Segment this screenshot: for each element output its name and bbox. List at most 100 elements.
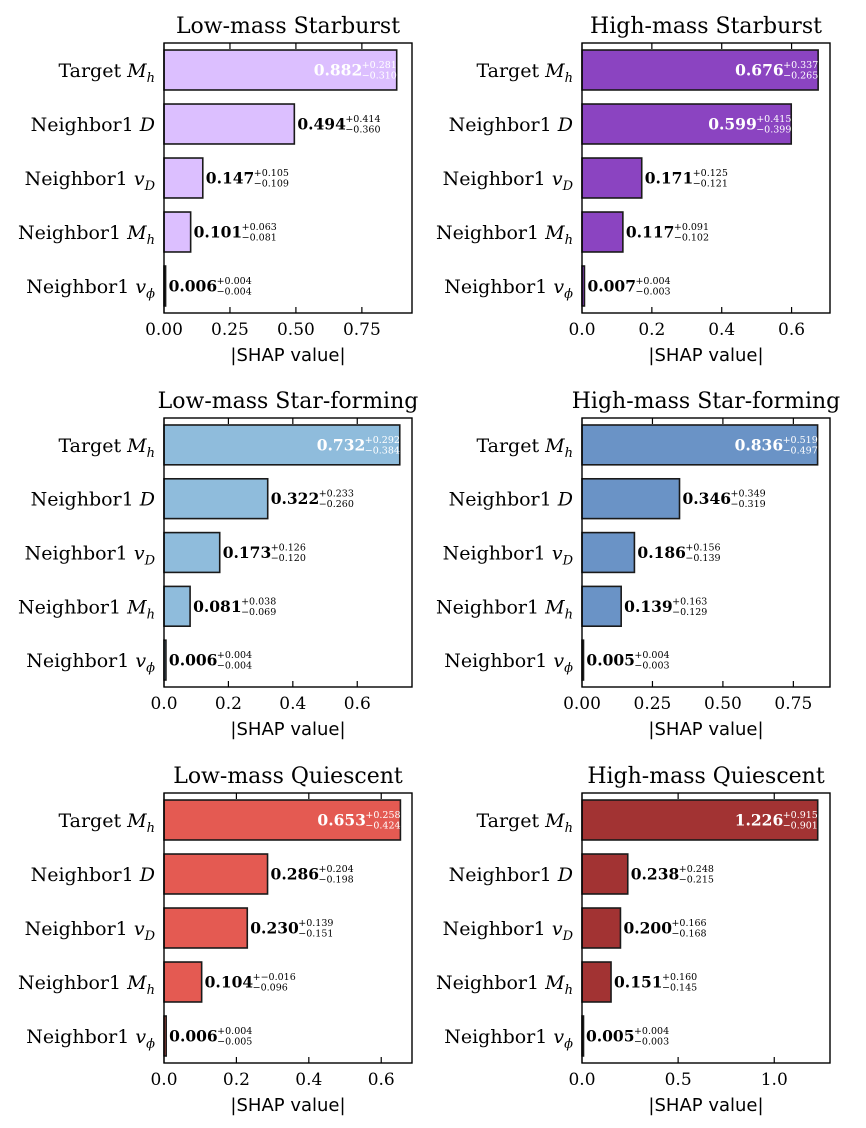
bar-error-minus: −0.004: [217, 661, 252, 672]
bar-value-label: 0.005: [586, 651, 635, 670]
bar-error-plus: +0.160: [662, 972, 697, 983]
bar-error-minus: −0.215: [679, 875, 714, 886]
x-tick-label: 0.4: [708, 320, 735, 340]
bar: [163, 211, 192, 253]
bar-value-label: 0.151: [614, 973, 663, 992]
x-tick-label: 0.00: [145, 320, 183, 340]
x-tick-label: 0.25: [211, 320, 249, 340]
bar-error-plus: +0.004: [217, 650, 252, 661]
bar-error-plus: +0.004: [217, 276, 252, 287]
x-tick-label: 1.0: [761, 1070, 788, 1090]
bar-error-minus: −0.319: [731, 499, 766, 510]
bar-error-minus: −0.151: [298, 929, 333, 940]
bar-value-label: 0.006: [169, 651, 218, 670]
bar-error-plus: +0.248: [679, 864, 714, 875]
chart-title: High-mass Quiescent: [587, 764, 825, 789]
bar-error-minus: −0.109: [254, 179, 289, 190]
x-tick-label: 0.2: [223, 1070, 250, 1090]
plot-frame: [581, 792, 831, 1064]
bar-error-plus: +0.292: [365, 435, 400, 446]
bar-value-label: 0.007: [587, 277, 636, 296]
category-label: Neighbor1 Mh: [436, 222, 573, 248]
bar: [581, 157, 643, 199]
bar-error-plus: +−0.016: [253, 972, 296, 983]
bar: [581, 49, 819, 91]
bar-error-plus: +0.349: [731, 489, 766, 500]
category-label: Neighbor1 D: [449, 864, 573, 886]
bar-error-plus: +0.091: [674, 222, 709, 233]
x-axis-label: |SHAP value|: [230, 345, 345, 366]
category-label: Neighbor1 vD: [443, 918, 574, 944]
bar: [581, 853, 629, 895]
bar: [581, 907, 622, 949]
x-tick-label: 0.4: [295, 1070, 322, 1090]
plot-frame: [163, 42, 413, 314]
category-label: Neighbor1 Mh: [18, 596, 155, 622]
bar-error-plus: +0.004: [635, 276, 670, 287]
bar: [163, 907, 249, 949]
x-tick-label: 0.4: [279, 694, 306, 714]
bar-error-minus: −0.120: [271, 553, 306, 564]
bar-value-label: 0.286: [271, 865, 320, 884]
bar: [163, 49, 398, 91]
bar-error-plus: +0.105: [254, 168, 289, 179]
x-tick-label: 0.6: [368, 1070, 395, 1090]
bar-error-plus: +0.038: [241, 596, 276, 607]
bar-value-label: 0.200: [623, 919, 672, 938]
plot-frame: [163, 417, 413, 688]
bar-error-plus: +0.139: [298, 918, 333, 929]
bar-error-minus: −0.102: [674, 233, 709, 244]
category-label: Neighbor1 vϕ: [444, 1026, 573, 1052]
category-label: Neighbor1 D: [449, 489, 573, 511]
bar-value-label: 0.732: [317, 435, 366, 454]
bar-value-label: 0.005: [586, 1027, 635, 1046]
bar-error-plus: +0.004: [217, 1026, 252, 1037]
category-label: Neighbor1 vD: [25, 918, 156, 944]
category-label: Neighbor1 D: [31, 114, 155, 136]
plot-frame: [163, 792, 413, 1064]
bar-error-minus: −0.096: [253, 983, 288, 994]
category-label: Neighbor1 D: [31, 489, 155, 511]
bar: [163, 103, 296, 145]
bar: [581, 477, 681, 520]
category-label: Neighbor1 vD: [25, 168, 156, 194]
bar-error-plus: +0.163: [672, 596, 707, 607]
x-axis-label: |SHAP value|: [648, 345, 763, 366]
bar-error-minus: −0.168: [671, 929, 706, 940]
category-label: Target Mh: [476, 810, 573, 836]
bar-value-label: 0.599: [708, 115, 757, 134]
category-label: Neighbor1 Mh: [436, 596, 573, 622]
bar-error-minus: −0.145: [662, 983, 697, 994]
bar-error-plus: +0.258: [365, 810, 400, 821]
bar-error-plus: +0.233: [319, 489, 354, 500]
x-tick-label: 0.2: [638, 320, 665, 340]
bar-value-label: 0.147: [206, 169, 255, 188]
chart-title: High-mass Starburst: [590, 14, 822, 39]
bar-value-label: 0.230: [250, 919, 299, 938]
category-label: Neighbor1 vD: [25, 543, 156, 569]
x-tick-label: 0.0: [568, 1070, 595, 1090]
category-label: Neighbor1 vϕ: [26, 1026, 155, 1052]
bar-value-label: 1.226: [735, 811, 784, 830]
chart-title: Low-mass Starburst: [176, 14, 400, 39]
category-label: Neighbor1 D: [449, 114, 573, 136]
bar-value-label: 0.104: [205, 973, 254, 992]
category-label: Neighbor1 vϕ: [444, 650, 573, 676]
bar-value-label: 0.882: [314, 61, 363, 80]
category-label: Target Mh: [58, 60, 155, 86]
category-label: Neighbor1 vϕ: [26, 650, 155, 676]
bar-error-plus: +0.125: [693, 168, 728, 179]
bar-error-minus: −0.384: [365, 445, 400, 456]
bar-value-label: 0.101: [194, 223, 243, 242]
x-axis-label: |SHAP value|: [230, 1095, 345, 1116]
x-axis-label: |SHAP value|: [648, 719, 763, 740]
bar-error-minus: −0.310: [362, 71, 397, 82]
x-tick-label: 0.0: [568, 320, 595, 340]
bar-error-minus: −0.069: [241, 607, 276, 618]
chart-panel-3: Low-mass Star-forming 0.732 +0.292−0.384 Ta…: [18, 389, 418, 740]
bar-error-minus: −0.424: [365, 821, 400, 832]
category-label: Target Mh: [58, 435, 155, 461]
bar-value-label: 0.238: [631, 865, 680, 884]
bar-error-plus: +0.063: [242, 222, 277, 233]
category-label: Target Mh: [476, 435, 573, 461]
